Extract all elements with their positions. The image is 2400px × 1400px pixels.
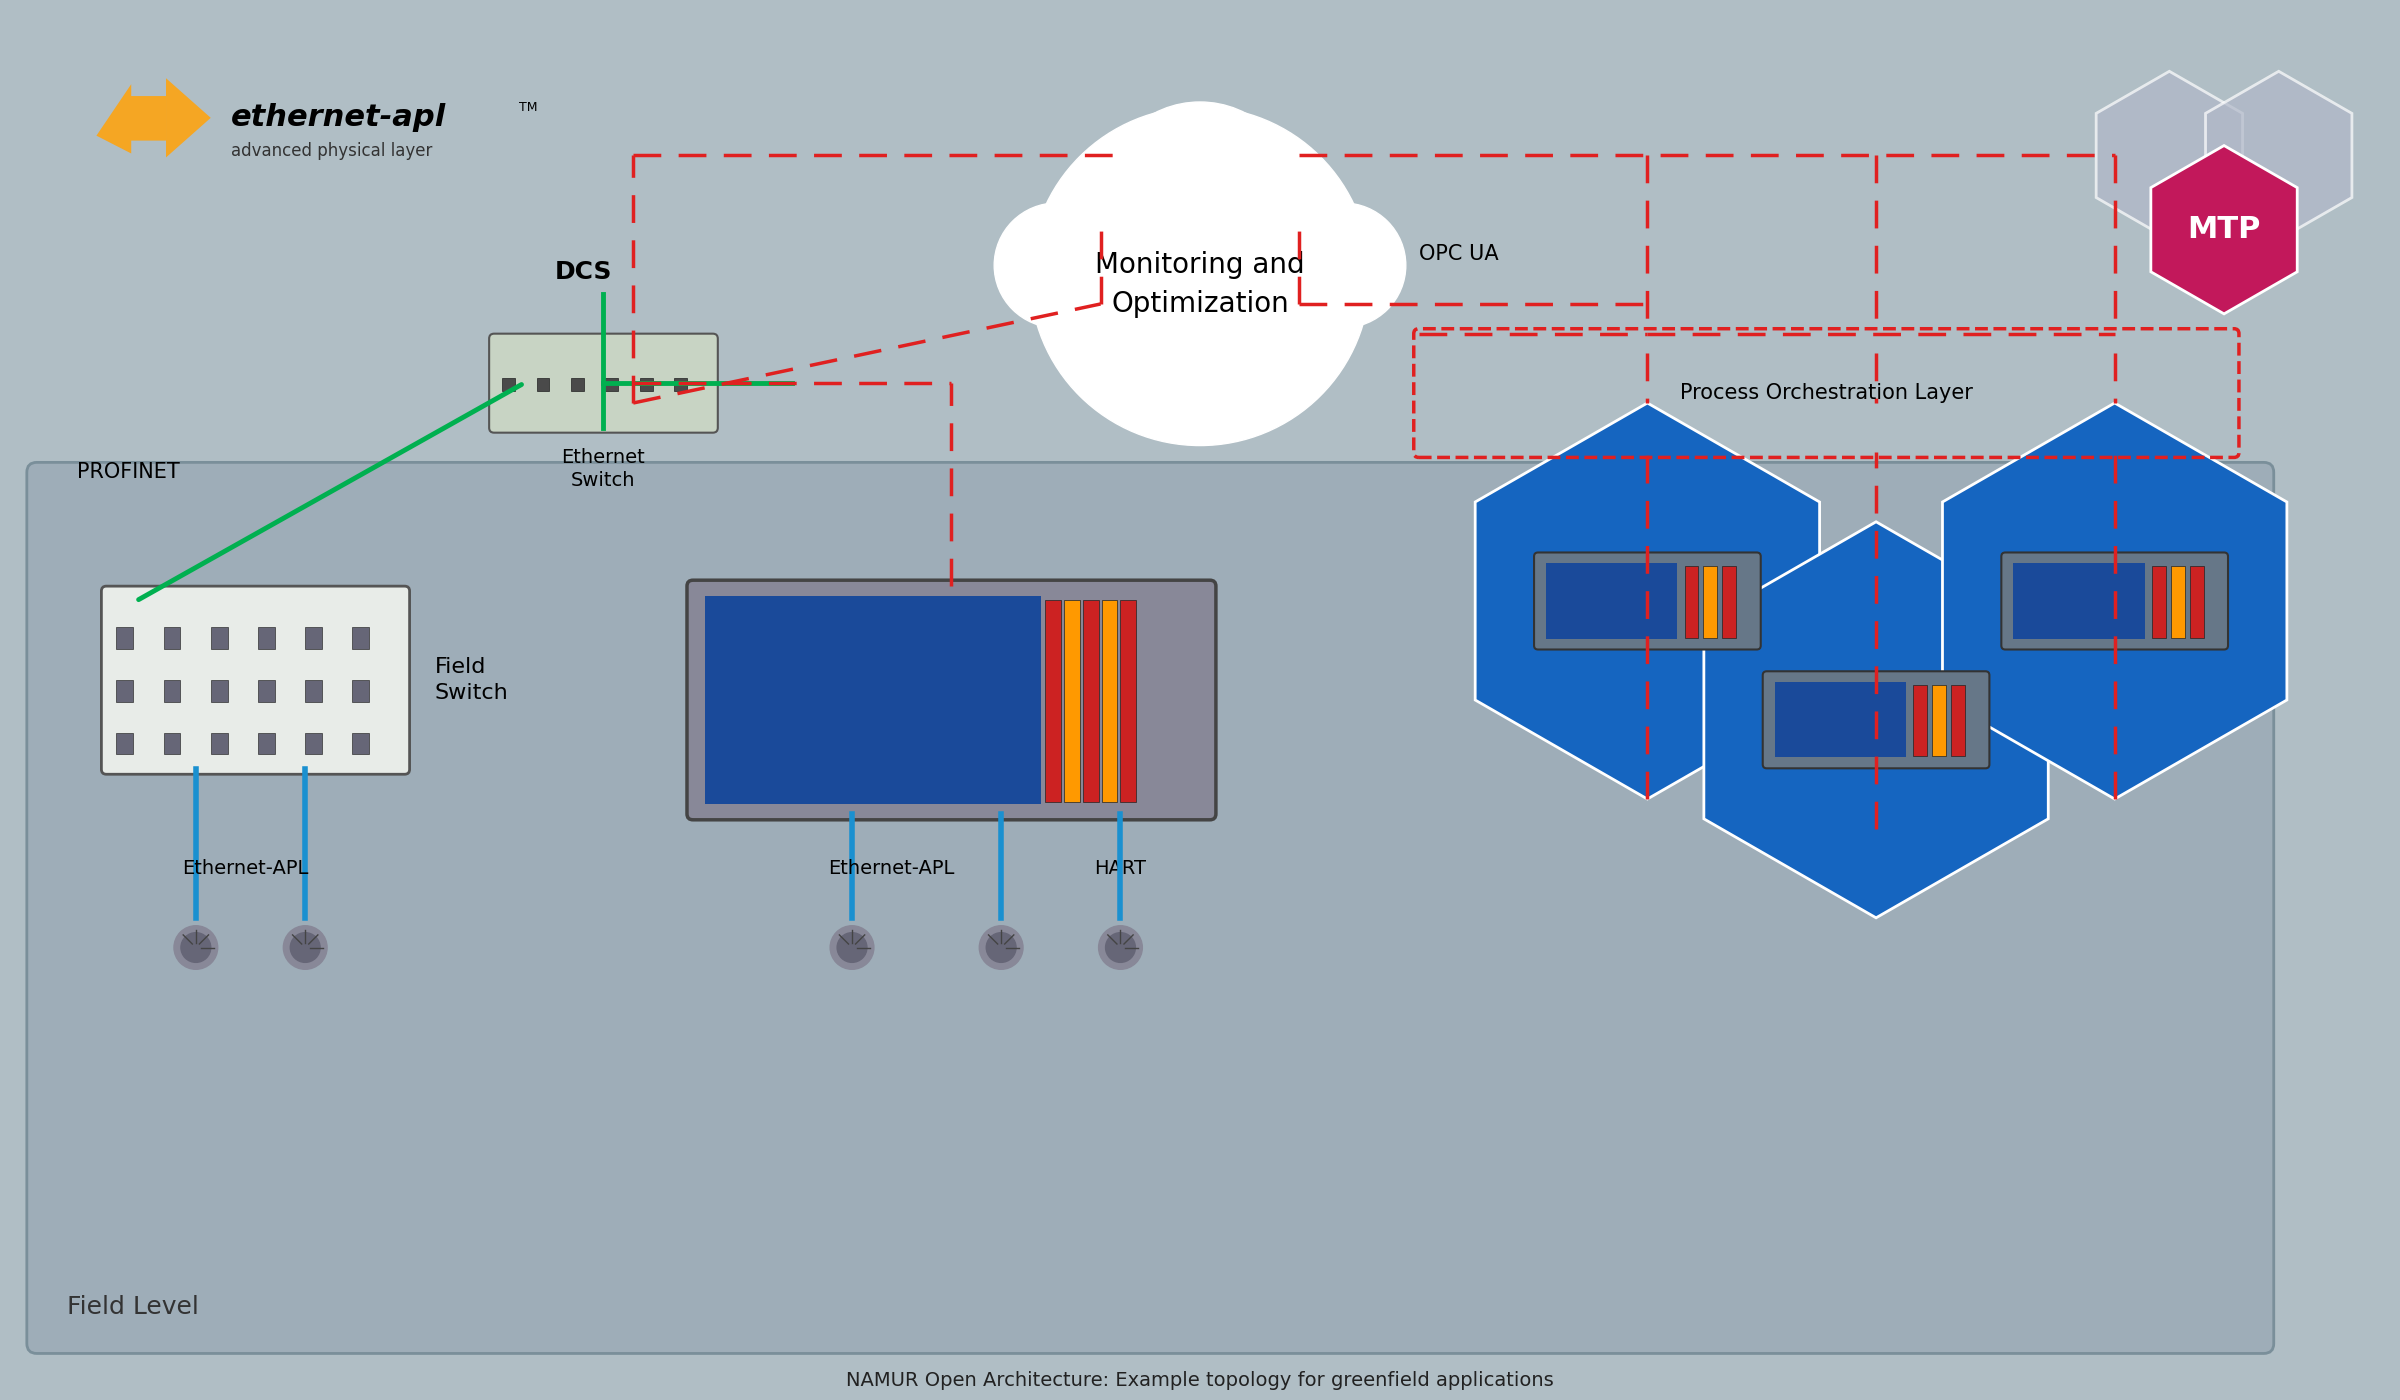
FancyBboxPatch shape [115,732,134,755]
Text: Field Level: Field Level [67,1295,199,1319]
Text: DCS: DCS [554,260,612,284]
Polygon shape [1704,522,2047,918]
FancyBboxPatch shape [353,627,370,648]
Text: Monitoring and
Optimization: Monitoring and Optimization [1094,251,1306,318]
FancyBboxPatch shape [1704,567,1718,637]
Circle shape [1282,203,1406,328]
FancyBboxPatch shape [211,627,228,648]
Circle shape [290,932,319,962]
Text: Ethernet-APL: Ethernet-APL [828,860,955,878]
Circle shape [1099,925,1142,969]
Text: NAMUR Open Architecture: Example topology for greenfield applications: NAMUR Open Architecture: Example topolog… [847,1371,1553,1390]
Text: Field
Switch: Field Switch [434,657,509,703]
Text: OPC UA: OPC UA [1418,245,1498,265]
FancyBboxPatch shape [211,732,228,755]
Text: Ethernet
Switch: Ethernet Switch [562,448,646,490]
FancyBboxPatch shape [1030,263,1370,302]
FancyBboxPatch shape [1685,567,1699,637]
Text: TM: TM [518,101,538,115]
FancyBboxPatch shape [1913,685,1927,756]
Polygon shape [1942,403,2287,799]
Polygon shape [2150,146,2297,314]
Circle shape [838,932,866,962]
FancyBboxPatch shape [1951,685,1966,756]
FancyBboxPatch shape [605,378,619,391]
FancyBboxPatch shape [163,627,180,648]
FancyBboxPatch shape [101,587,410,774]
FancyBboxPatch shape [686,580,1217,820]
FancyBboxPatch shape [1932,685,1946,756]
FancyBboxPatch shape [2153,567,2165,637]
Polygon shape [166,78,211,157]
FancyBboxPatch shape [211,680,228,701]
FancyBboxPatch shape [1082,601,1099,802]
FancyBboxPatch shape [305,732,322,755]
FancyBboxPatch shape [353,732,370,755]
Polygon shape [2095,71,2242,239]
FancyBboxPatch shape [1044,601,1061,802]
Circle shape [283,925,326,969]
FancyBboxPatch shape [163,732,180,755]
FancyBboxPatch shape [115,627,134,648]
Polygon shape [96,84,166,154]
FancyBboxPatch shape [1063,601,1080,802]
FancyBboxPatch shape [163,680,180,701]
Text: Ethernet-APL: Ethernet-APL [182,860,310,878]
FancyBboxPatch shape [502,378,516,391]
Text: HART: HART [1094,860,1147,878]
Text: advanced physical layer: advanced physical layer [230,141,432,160]
Circle shape [830,925,874,969]
FancyBboxPatch shape [1102,601,1118,802]
Text: Process Orchestration Layer: Process Orchestration Layer [1680,384,1973,403]
FancyBboxPatch shape [674,378,686,391]
FancyBboxPatch shape [706,596,1042,804]
Circle shape [180,932,211,962]
FancyBboxPatch shape [1723,567,1735,637]
FancyBboxPatch shape [571,378,583,391]
FancyBboxPatch shape [1534,553,1762,650]
Text: MTP: MTP [2186,216,2261,244]
FancyBboxPatch shape [2002,553,2227,650]
FancyBboxPatch shape [2189,567,2203,637]
FancyBboxPatch shape [538,378,550,391]
Circle shape [994,203,1118,328]
FancyBboxPatch shape [257,680,276,701]
Circle shape [986,932,1015,962]
FancyBboxPatch shape [641,378,653,391]
Circle shape [1210,172,1351,315]
FancyBboxPatch shape [26,462,2273,1354]
FancyBboxPatch shape [2170,567,2184,637]
FancyBboxPatch shape [2014,563,2146,638]
FancyBboxPatch shape [115,680,134,701]
FancyBboxPatch shape [490,333,718,433]
FancyBboxPatch shape [1774,682,1906,757]
FancyBboxPatch shape [1121,601,1135,802]
Polygon shape [1476,403,1819,799]
FancyBboxPatch shape [257,732,276,755]
Circle shape [979,925,1022,969]
FancyBboxPatch shape [353,680,370,701]
FancyBboxPatch shape [305,627,322,648]
FancyBboxPatch shape [1546,563,1678,638]
Circle shape [1030,106,1370,445]
Polygon shape [2206,71,2352,239]
Text: ethernet-apl: ethernet-apl [230,104,446,133]
Circle shape [1049,172,1190,315]
FancyBboxPatch shape [257,627,276,648]
FancyBboxPatch shape [1762,671,1990,769]
Circle shape [1102,102,1298,298]
FancyBboxPatch shape [305,680,322,701]
Circle shape [1106,932,1135,962]
Circle shape [173,925,218,969]
Text: PROFINET: PROFINET [77,462,180,482]
